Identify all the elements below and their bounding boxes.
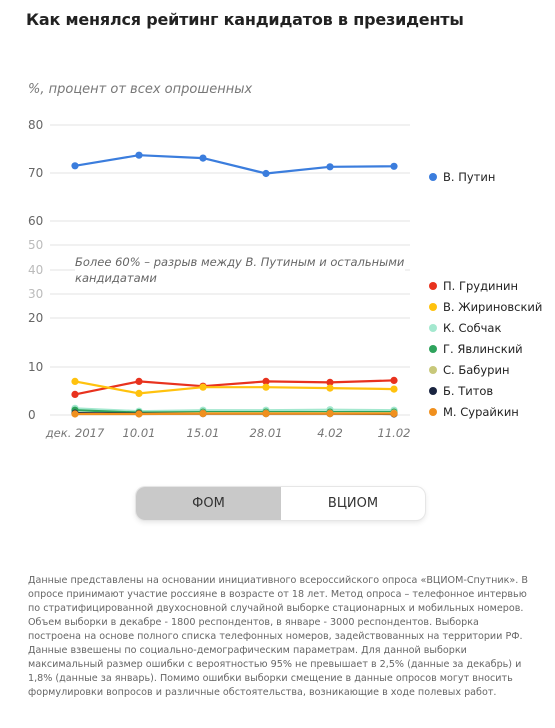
toggle-option-fom[interactable]: ФОМ <box>136 487 281 520</box>
legend-label: С. Бабурин <box>443 363 510 377</box>
legend-marker <box>429 323 437 332</box>
data-point <box>326 410 334 418</box>
legend-label: Г. Явлинский <box>443 342 523 356</box>
chart-title: Как менялся рейтинг кандидатов в президе… <box>26 10 464 29</box>
data-point <box>390 410 398 418</box>
legend-item: М. Сурайкин <box>429 405 519 419</box>
legend-item: Б. Титов <box>429 384 493 398</box>
legend-marker <box>429 344 437 353</box>
y-tick-label: 20 <box>28 311 43 325</box>
data-point <box>390 162 398 170</box>
data-point <box>262 377 270 385</box>
legend-marker <box>429 386 437 395</box>
x-tick-label: 28.01 <box>250 426 283 440</box>
data-point <box>71 410 79 418</box>
legend-marker <box>429 365 437 374</box>
legend-label: В. Путин <box>443 170 496 184</box>
legend-item: Г. Явлинский <box>429 342 523 356</box>
x-tick-label: дек. 2017 <box>45 426 105 440</box>
series-line <box>74 154 395 175</box>
data-point <box>199 154 207 162</box>
x-tick-label: 11.02 <box>378 426 411 440</box>
y-tick-label: 60 <box>28 214 43 228</box>
y-tick-label: 80 <box>28 118 43 132</box>
data-point <box>262 410 270 418</box>
legend-item: В. Жириновский <box>429 300 542 314</box>
data-point <box>390 376 398 384</box>
source-toggle: ФОМ ВЦИОМ <box>136 487 425 520</box>
legend-label: К. Собчак <box>443 321 502 335</box>
chart-annotation: Более 60% – разрыв между В. Путиным и ос… <box>75 254 405 286</box>
data-point <box>135 389 143 397</box>
data-point <box>135 377 143 385</box>
legend-label: П. Грудинин <box>443 279 519 293</box>
data-point <box>262 383 270 391</box>
legend-marker <box>429 281 437 290</box>
data-point <box>135 151 143 159</box>
legend-item: В. Путин <box>429 170 495 184</box>
x-tick-label: 10.01 <box>123 426 156 440</box>
data-point <box>199 410 207 418</box>
data-point <box>262 169 270 178</box>
y-tick-label: 50 <box>28 238 43 252</box>
data-point <box>199 383 207 391</box>
legend-marker <box>429 407 437 416</box>
data-point <box>326 384 334 392</box>
legend-label: В. Жириновский <box>443 300 543 314</box>
y-tick-label: 10 <box>28 360 43 374</box>
x-tick-label: 15.01 <box>187 426 220 440</box>
legend-item: П. Грудинин <box>429 279 518 293</box>
x-tick-label: 4.02 <box>317 426 343 440</box>
data-point <box>71 390 79 398</box>
legend-marker <box>429 172 437 181</box>
y-tick-label: 40 <box>28 263 43 277</box>
data-point <box>390 385 398 393</box>
legend-marker <box>429 302 437 311</box>
y-axis-label: %, процент от всех опрошенных <box>28 82 253 97</box>
series-line <box>74 379 395 396</box>
series-line <box>74 407 395 413</box>
y-tick-label: 0 <box>28 408 36 422</box>
y-tick-label: 70 <box>28 166 43 180</box>
data-point <box>326 163 334 171</box>
legend-label: Б. Титов <box>443 384 494 398</box>
legend-item: К. Собчак <box>429 321 501 335</box>
data-point <box>135 410 143 418</box>
methodology-note: Данные представлены на основании инициат… <box>28 575 528 698</box>
y-tick-label: 30 <box>28 287 43 301</box>
data-point <box>71 162 79 170</box>
line-chart: 0 10 20 30 40 50 60 70 80 дек. 2017 10.01 15.01 28.0… <box>28 118 411 440</box>
legend-label: М. Сурайкин <box>443 405 519 419</box>
data-point <box>326 378 334 386</box>
legend-item: С. Бабурин <box>429 363 509 377</box>
toggle-option-vciom[interactable]: ВЦИОМ <box>327 496 379 511</box>
series-line <box>74 380 395 395</box>
data-point <box>71 377 79 385</box>
